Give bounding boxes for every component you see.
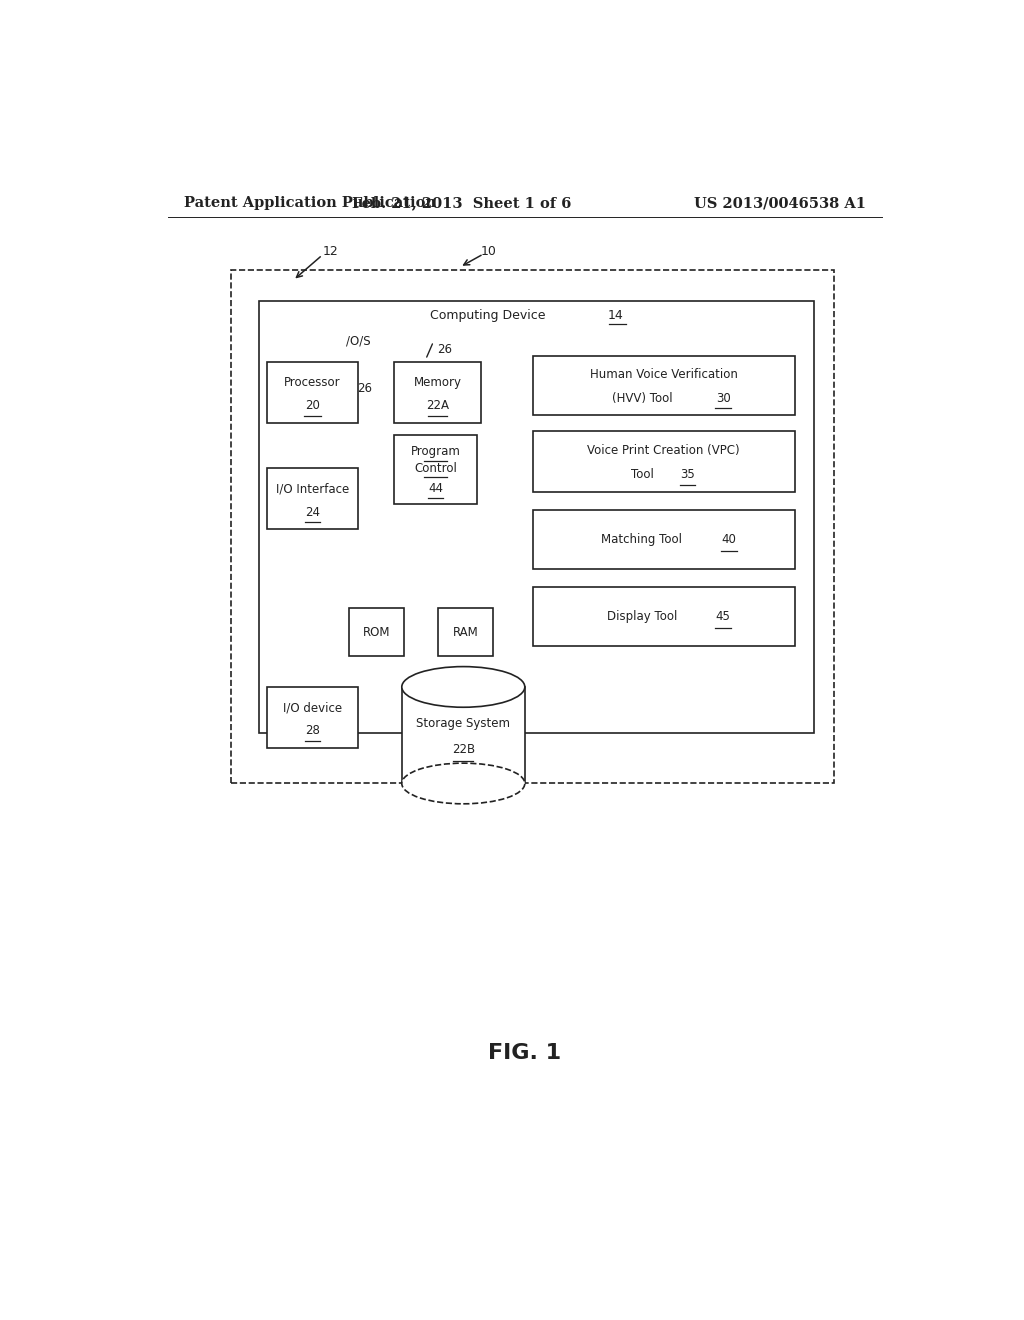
Text: 14: 14 [608, 309, 624, 322]
Text: Voice Print Creation (VPC): Voice Print Creation (VPC) [588, 444, 740, 457]
Text: 24: 24 [305, 506, 321, 519]
FancyBboxPatch shape [532, 587, 795, 647]
FancyBboxPatch shape [267, 686, 358, 748]
Text: Control: Control [414, 462, 457, 474]
Text: Storage System: Storage System [417, 717, 510, 730]
FancyBboxPatch shape [401, 686, 524, 784]
Text: Human Voice Verification: Human Voice Verification [590, 368, 737, 381]
Text: Matching Tool: Matching Tool [601, 533, 686, 546]
Text: 22B: 22B [452, 743, 475, 756]
Text: 30: 30 [716, 392, 730, 404]
Text: 20: 20 [305, 399, 319, 412]
Text: Program: Program [411, 445, 461, 458]
Text: US 2013/0046538 A1: US 2013/0046538 A1 [694, 195, 866, 210]
Text: Patent Application Publication: Patent Application Publication [183, 195, 435, 210]
Text: I/O Interface: I/O Interface [275, 483, 349, 495]
Text: 35: 35 [680, 469, 695, 482]
Text: Processor: Processor [285, 376, 341, 389]
Text: 44: 44 [428, 482, 443, 495]
FancyBboxPatch shape [532, 355, 795, 414]
Text: 26: 26 [357, 381, 373, 395]
FancyBboxPatch shape [394, 362, 481, 422]
Text: 26: 26 [437, 343, 453, 356]
FancyBboxPatch shape [394, 434, 477, 504]
Text: ROM: ROM [362, 626, 390, 639]
Ellipse shape [401, 763, 524, 804]
FancyBboxPatch shape [348, 607, 404, 656]
FancyBboxPatch shape [437, 607, 494, 656]
Text: 22A: 22A [426, 399, 449, 412]
FancyBboxPatch shape [532, 510, 795, 569]
Text: (HVV) Tool: (HVV) Tool [611, 392, 676, 404]
Text: Display Tool: Display Tool [607, 610, 681, 623]
FancyBboxPatch shape [532, 430, 795, 492]
FancyBboxPatch shape [231, 271, 835, 784]
FancyBboxPatch shape [267, 469, 358, 529]
Text: FIG. 1: FIG. 1 [488, 1043, 561, 1063]
Text: RAM: RAM [453, 626, 478, 639]
FancyBboxPatch shape [259, 301, 814, 733]
Text: Computing Device: Computing Device [430, 309, 553, 322]
Text: 40: 40 [721, 533, 736, 546]
Text: 12: 12 [323, 246, 338, 259]
Text: /O/S: /O/S [346, 335, 371, 348]
FancyBboxPatch shape [267, 362, 358, 422]
Text: 45: 45 [716, 610, 731, 623]
Text: 28: 28 [305, 725, 319, 738]
Text: 10: 10 [481, 246, 497, 259]
Text: Tool: Tool [631, 469, 657, 482]
Text: Memory: Memory [414, 376, 462, 389]
Text: Feb. 21, 2013  Sheet 1 of 6: Feb. 21, 2013 Sheet 1 of 6 [351, 195, 571, 210]
Ellipse shape [401, 667, 524, 708]
Text: I/O device: I/O device [283, 701, 342, 714]
